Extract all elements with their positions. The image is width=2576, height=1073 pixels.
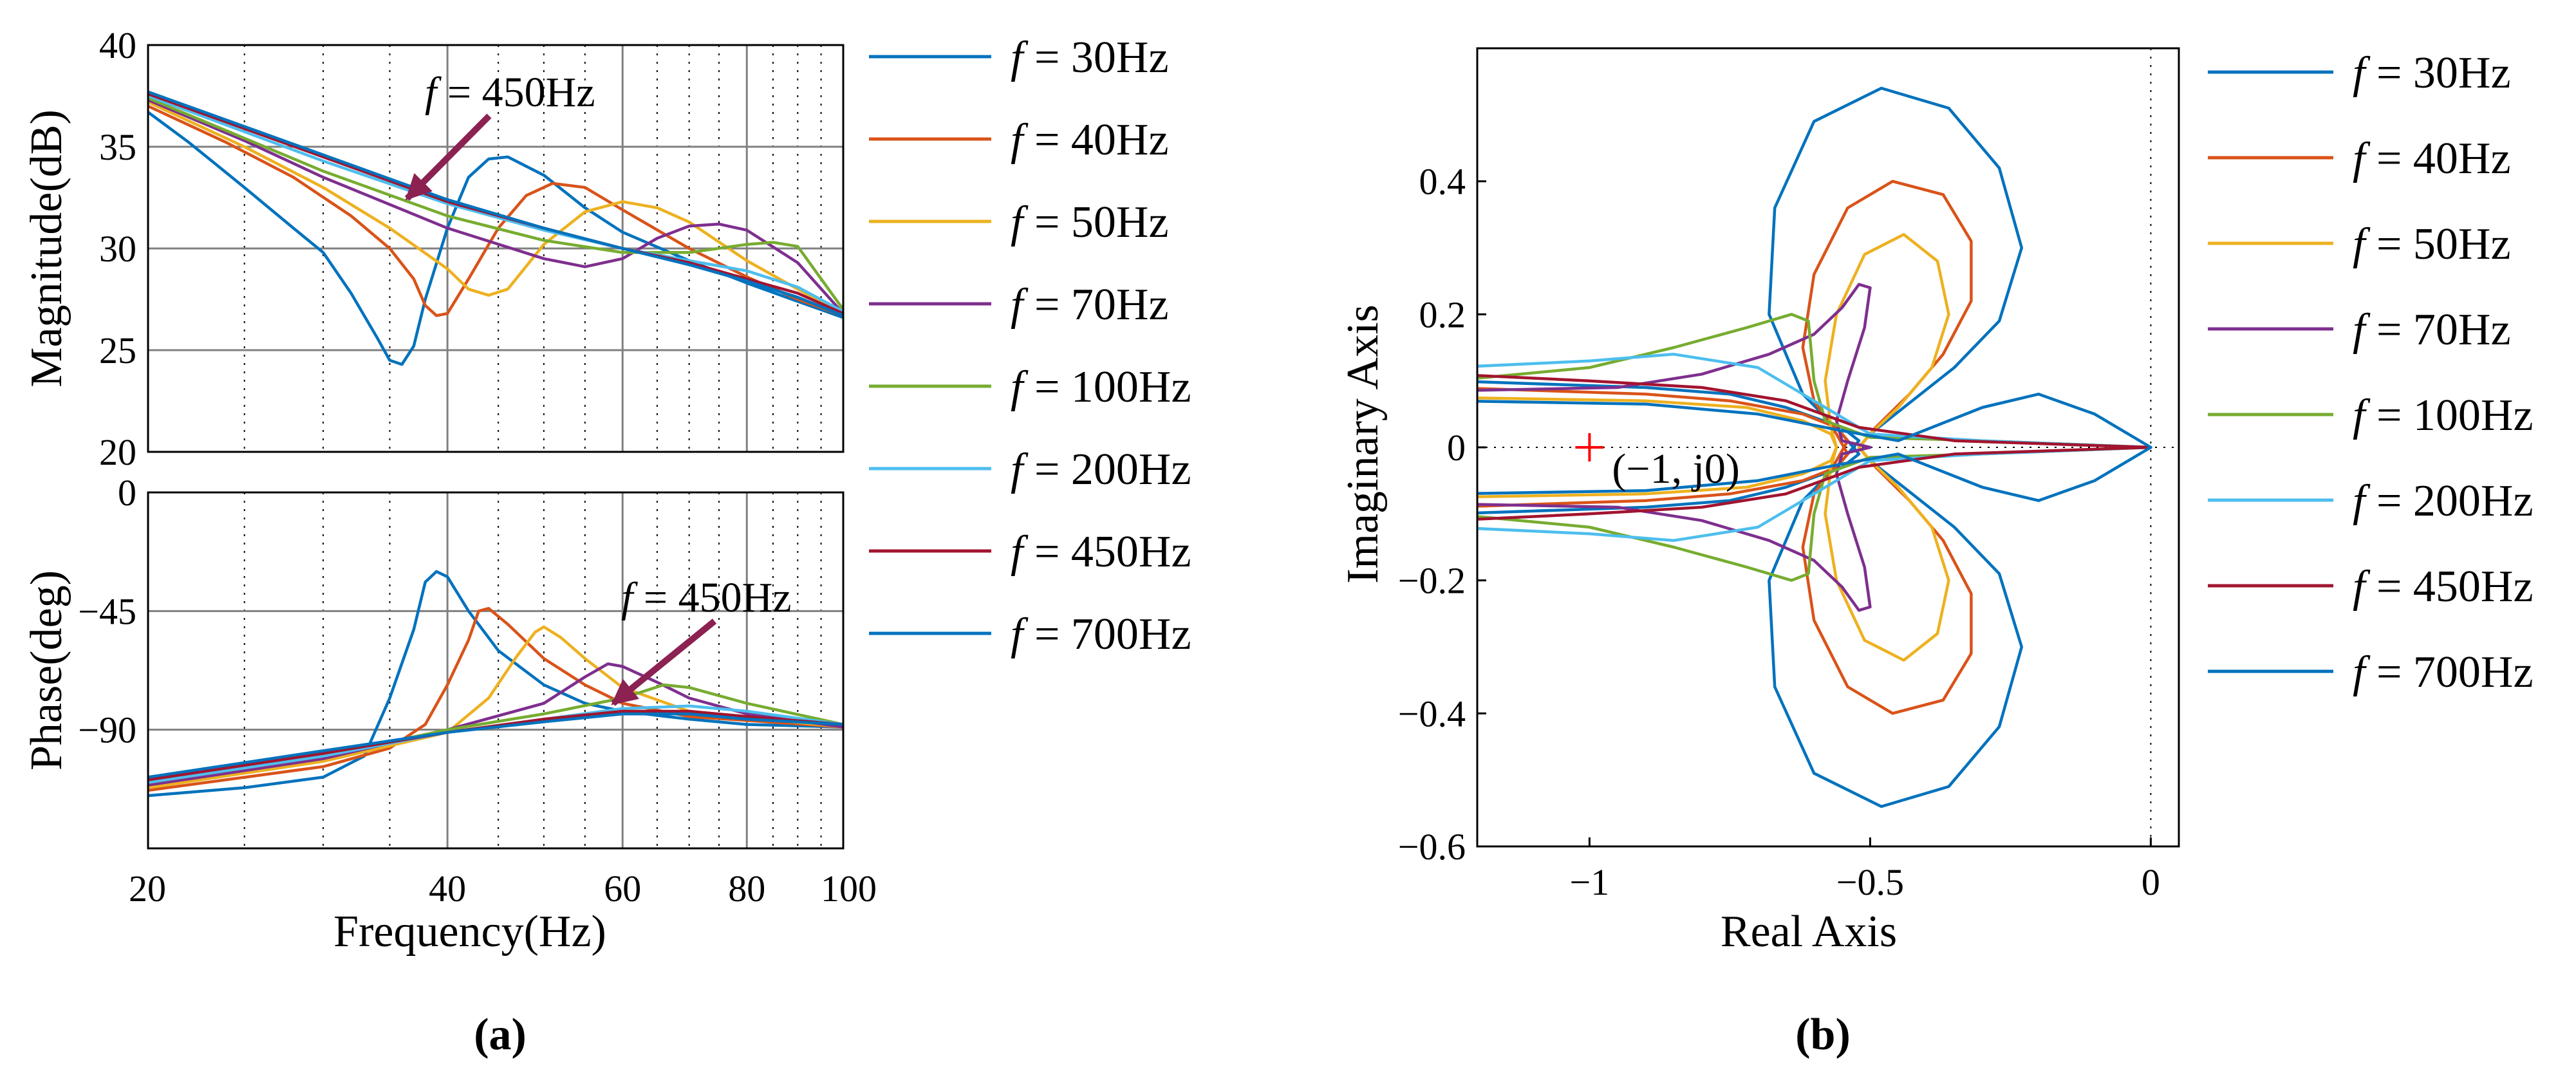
y-tick-b-1: 0.2 <box>1419 294 1466 335</box>
y-tick-phase-2: −90 <box>78 709 136 751</box>
series-mag-700Hz <box>148 90 843 317</box>
legend-a-label-40Hz: f = 40Hz <box>1011 115 1169 165</box>
x-tick-b-2: 0 <box>2142 861 2160 903</box>
series-mag-100Hz <box>148 97 843 311</box>
x-tick-a-100: 100 <box>821 868 877 910</box>
x-tick-b-0: −1 <box>1570 861 1610 903</box>
series-mag-50Hz <box>148 100 843 315</box>
y-tick-b-3: −0.2 <box>1398 560 1466 602</box>
legend-b-label-40Hz: f = 40Hz <box>2353 134 2511 183</box>
annotation-phase: f = 450Hz <box>621 574 792 621</box>
y-tick-b-5: −0.6 <box>1398 826 1466 868</box>
series-mag-30Hz <box>148 111 843 366</box>
legend-a-value: = 70Hz <box>1023 280 1168 330</box>
series-nyquist-700Hz <box>1477 393 2152 502</box>
annotation-arrow-phase <box>611 619 717 706</box>
critical-point-label: (−1, j0) <box>1612 445 1740 492</box>
y-tick-mag-1: 25 <box>99 330 136 371</box>
x-label-a: Frequency(Hz) <box>333 907 606 956</box>
legend-b-value: = 40Hz <box>2365 134 2510 183</box>
series-mag-70Hz <box>148 98 843 315</box>
legend-b-label-700Hz: f = 700Hz <box>2353 648 2534 697</box>
series-group-mag <box>148 90 843 366</box>
legend-b-label-200Hz: f = 200Hz <box>2353 476 2534 526</box>
y-tick-mag-4: 40 <box>99 24 136 66</box>
legend-a-label-70Hz: f = 70Hz <box>1011 280 1169 330</box>
y-tick-phase-1: −45 <box>78 590 136 632</box>
legend-a-value: = 30Hz <box>1023 33 1168 82</box>
legend-a-value: = 200Hz <box>1023 445 1191 494</box>
legend-a-value: = 100Hz <box>1023 362 1191 412</box>
legend-b-label-100Hz: f = 100Hz <box>2353 391 2534 440</box>
y-tick-b-4: −0.4 <box>1398 693 1466 734</box>
legend-a-label-200Hz: f = 200Hz <box>1011 445 1191 494</box>
annotation-mag: f = 450Hz <box>425 69 595 116</box>
y-tick-mag-2: 30 <box>99 228 136 270</box>
x-tick-a-80: 80 <box>728 868 765 910</box>
series-phase-450Hz <box>148 709 843 781</box>
y-label-mag: Magnitude(dB) <box>22 109 71 387</box>
legend-a-value: = 40Hz <box>1023 115 1168 165</box>
series-nyquist-70Hz <box>1477 283 1872 612</box>
legend-a-value: = 450Hz <box>1023 527 1191 577</box>
caption-b: (b) <box>1795 1010 1851 1059</box>
legend-a-label-450Hz: f = 450Hz <box>1011 527 1191 577</box>
y-tick-mag-0: 20 <box>99 431 136 473</box>
caption-a: (a) <box>474 1010 527 1059</box>
y-tick-phase-0: 0 <box>118 472 136 514</box>
legend-b-value: = 50Hz <box>2365 219 2510 269</box>
legend-b-label-450Hz: f = 450Hz <box>2353 562 2534 611</box>
series-phase-700Hz <box>148 712 843 779</box>
legend-b-value: = 70Hz <box>2365 305 2510 355</box>
annotation-arrow-mag <box>404 113 492 201</box>
captions: (a) (b) <box>474 1010 1851 1059</box>
x-label-b: Real Axis <box>1721 907 1897 956</box>
legend-a-label-50Hz: f = 50Hz <box>1011 198 1169 247</box>
y-tick-b-0: 0.4 <box>1419 161 1466 203</box>
legend-b-value: = 450Hz <box>2365 562 2533 611</box>
series-group-nyquist <box>1477 86 2152 808</box>
legend-b: f = 30Hz f = 40Hz f = 50Hz f = 70Hz f = 100H… <box>2208 48 2534 697</box>
series-nyquist-50Hz <box>1477 233 1950 662</box>
y-label-b: Imaginary Axis <box>1338 304 1388 584</box>
legend-b-label-70Hz: f = 70Hz <box>2353 305 2511 355</box>
legend-a-value: = 50Hz <box>1023 198 1168 247</box>
legend-a: f = 30Hz f = 40Hz f = 50Hz f = 70Hz f = 100H… <box>869 33 1191 659</box>
y-tick-b-2: 0 <box>1447 427 1466 469</box>
legend-b-value: = 100Hz <box>2365 391 2533 440</box>
x-tick-b-1: −0.5 <box>1836 861 1904 903</box>
x-tick-a-60: 60 <box>604 868 641 910</box>
legend-a-value: = 700Hz <box>1023 610 1191 659</box>
annotation-text-mag: = 450Hz <box>436 69 595 116</box>
y-tick-mag-3: 35 <box>99 126 136 168</box>
legend-a-label-30Hz: f = 30Hz <box>1011 33 1169 82</box>
legend-a-label-100Hz: f = 100Hz <box>1011 362 1191 412</box>
annotation-text-phase: = 450Hz <box>633 574 791 621</box>
panel-b-nyquist: −1 −0.5 0 0.4 0.2 0 −0.2 −0.4 −0.6 Real Axis Imagi… <box>1338 47 2534 956</box>
legend-a-label-700Hz: f = 700Hz <box>1011 610 1191 659</box>
legend-b-value: = 200Hz <box>2365 476 2533 526</box>
series-mag-40Hz <box>148 104 843 317</box>
x-tick-a-20: 20 <box>129 868 166 910</box>
x-tick-a-40: 40 <box>429 868 466 910</box>
y-label-phase: Phase(deg) <box>22 570 71 770</box>
panel-a-bode: 20 25 30 35 40 Magnitude(dB) f = 450Hz 0 −45 −90P… <box>22 24 1191 956</box>
legend-b-label-50Hz: f = 50Hz <box>2353 219 2511 269</box>
frame-phase <box>147 491 845 850</box>
legend-b-value: = 700Hz <box>2365 648 2533 697</box>
legend-b-value: = 30Hz <box>2365 48 2510 98</box>
legend-b-label-30Hz: f = 30Hz <box>2353 48 2511 98</box>
frame-mag <box>147 44 845 453</box>
